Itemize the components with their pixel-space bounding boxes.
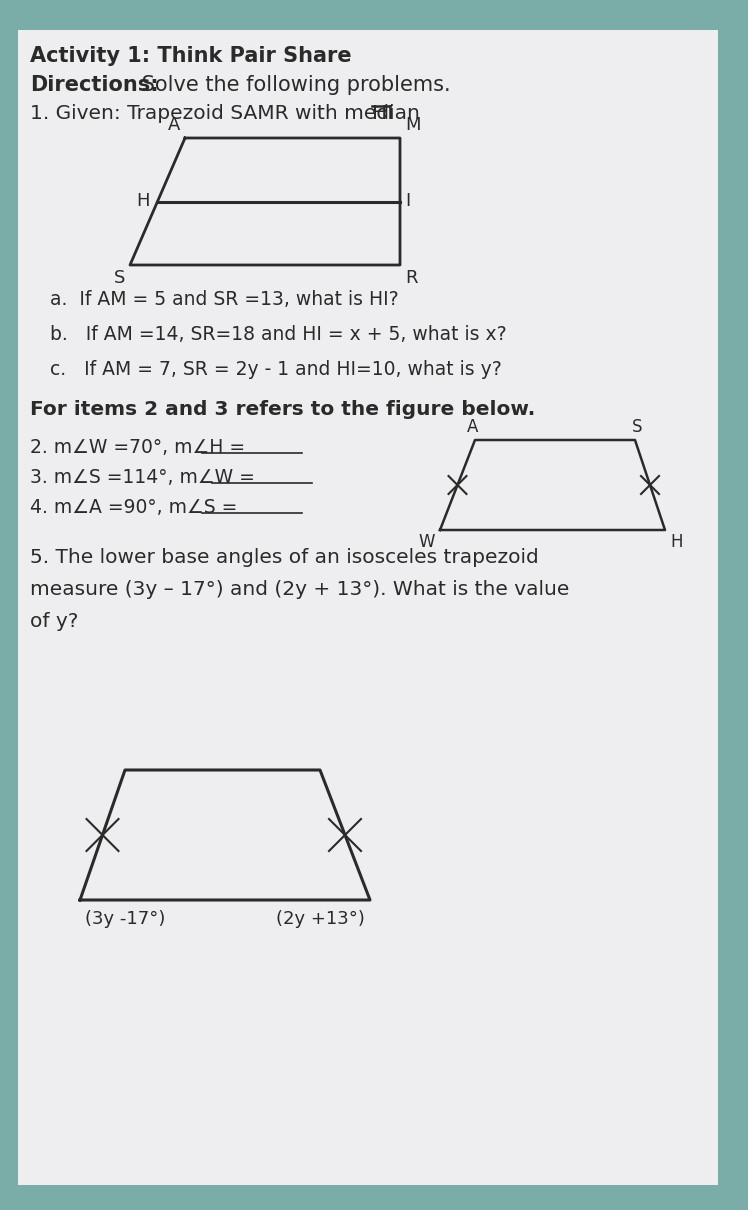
Text: I: I — [405, 192, 410, 211]
Text: 1. Given: Trapezoid SAMR with median: 1. Given: Trapezoid SAMR with median — [30, 104, 426, 123]
Text: 5. The lower base angles of an isosceles trapezoid: 5. The lower base angles of an isosceles… — [30, 548, 539, 567]
Text: M: M — [405, 116, 420, 134]
Text: H: H — [670, 532, 682, 551]
Text: W: W — [418, 532, 435, 551]
Text: of y?: of y? — [30, 612, 79, 630]
Text: c.   If AM = 7, SR = 2y - 1 and HI=10, what is y?: c. If AM = 7, SR = 2y - 1 and HI=10, wha… — [50, 361, 502, 379]
Text: b.   If AM =14, SR=18 and HI = x + 5, what is x?: b. If AM =14, SR=18 and HI = x + 5, what… — [50, 325, 506, 344]
Text: measure (3y – 17°) and (2y + 13°). What is the value: measure (3y – 17°) and (2y + 13°). What … — [30, 580, 569, 599]
Text: HI: HI — [372, 104, 393, 123]
Text: Solve the following problems.: Solve the following problems. — [135, 75, 450, 96]
Text: 4. m∠A =90°, m∠S =: 4. m∠A =90°, m∠S = — [30, 499, 237, 517]
Text: For items 2 and 3 refers to the figure below.: For items 2 and 3 refers to the figure b… — [30, 401, 536, 419]
Text: 2. m∠W =70°, m∠H =: 2. m∠W =70°, m∠H = — [30, 438, 245, 457]
Text: Activity 1: Think Pair Share: Activity 1: Think Pair Share — [30, 46, 352, 67]
Text: (2y +13°): (2y +13°) — [276, 910, 365, 928]
Text: 3. m∠S =114°, m∠W =: 3. m∠S =114°, m∠W = — [30, 468, 255, 486]
Text: a.  If AM = 5 and SR =13, what is HI?: a. If AM = 5 and SR =13, what is HI? — [50, 290, 399, 309]
Text: R: R — [405, 269, 417, 287]
Text: S: S — [632, 417, 643, 436]
Text: Directions:: Directions: — [30, 75, 159, 96]
Text: A: A — [468, 417, 479, 436]
Text: A: A — [168, 116, 180, 134]
Text: S: S — [114, 269, 125, 287]
Text: (3y -17°): (3y -17°) — [85, 910, 165, 928]
Text: H: H — [136, 192, 150, 211]
